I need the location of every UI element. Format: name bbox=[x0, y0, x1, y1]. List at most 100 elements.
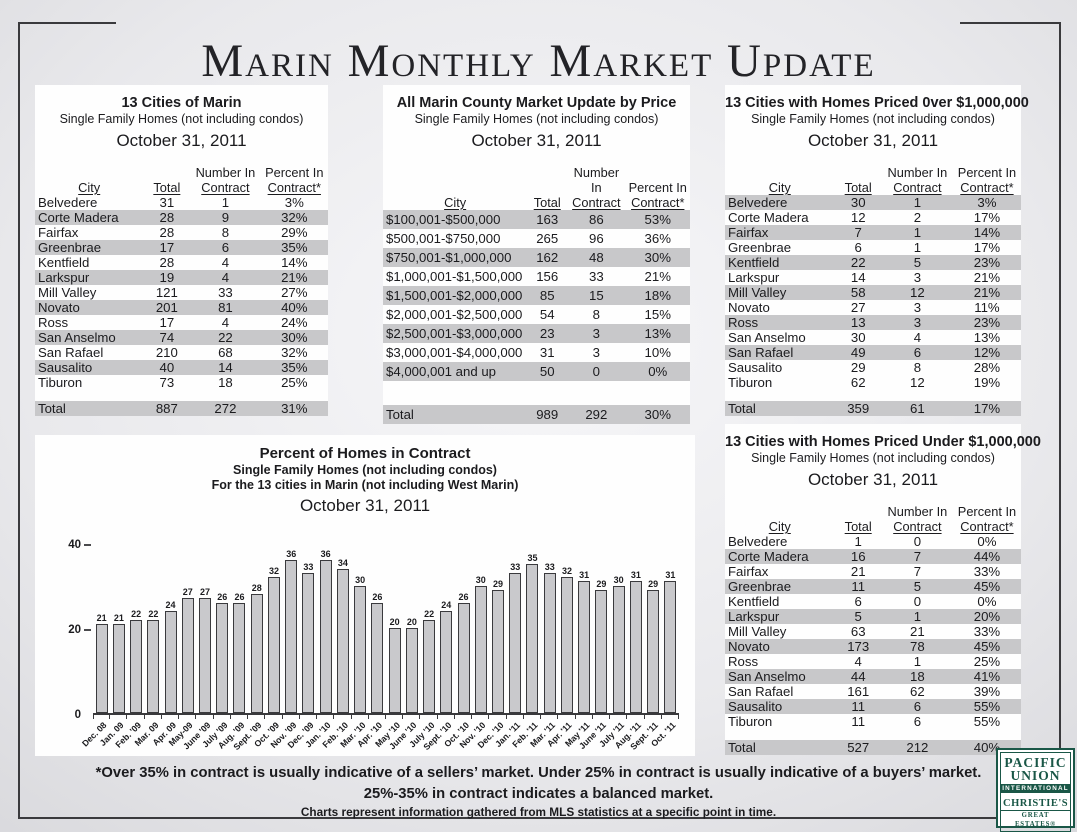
cell-total: 4 bbox=[854, 654, 862, 669]
cell-in-contract: 8 bbox=[221, 225, 230, 240]
table-row: Greenbrae 17 6 35% bbox=[35, 240, 328, 255]
cell-city: Larkspur bbox=[38, 270, 90, 285]
bar-value-label: 21 bbox=[113, 612, 124, 623]
cell-in-contract: 6 bbox=[221, 240, 230, 255]
total-row: Total 887 272 31% bbox=[35, 401, 328, 416]
bar bbox=[95, 623, 108, 713]
cell-percent: 21% bbox=[973, 270, 1001, 285]
cell-in-contract: 1 bbox=[913, 225, 922, 240]
cell-city: Novato bbox=[38, 300, 80, 315]
cell-in-contract: 8 bbox=[913, 360, 922, 375]
total-row: Total 989 292 30% bbox=[383, 405, 690, 424]
table-row: Sausalito 11 6 55% bbox=[725, 699, 1021, 714]
table-date: October 31, 2011 bbox=[116, 131, 247, 150]
cell-city: Greenbrae bbox=[728, 240, 792, 255]
col-header-city: City bbox=[768, 519, 791, 534]
bar bbox=[388, 628, 401, 713]
cell-in-contract: 81 bbox=[218, 300, 233, 315]
table-row: Fairfax 28 8 29% bbox=[35, 225, 328, 240]
cell-percent: 12% bbox=[973, 345, 1001, 360]
table-panel-by-price: All Marin County Market Update by Price … bbox=[383, 85, 690, 424]
bar-group: 27 June '09 bbox=[181, 545, 214, 751]
cell-percent: 28% bbox=[973, 360, 1001, 375]
table-date: October 31, 2011 bbox=[807, 131, 939, 150]
table-row: Belvedere 31 1 3% bbox=[35, 195, 328, 210]
cell-city: Novato bbox=[728, 300, 770, 315]
col-header-total: Total bbox=[153, 180, 181, 195]
bar bbox=[336, 568, 349, 713]
col-header-number-in: Number In bbox=[195, 165, 256, 180]
chart-title: Percent of Homes in Contract bbox=[259, 445, 471, 462]
cell-percent: 17% bbox=[973, 240, 1001, 255]
cell-percent: 53% bbox=[644, 212, 671, 227]
cell-city: Tiburon bbox=[728, 375, 773, 390]
spacer-row bbox=[725, 729, 1021, 740]
bar bbox=[492, 589, 504, 713]
cell-total: 29 bbox=[850, 360, 866, 375]
logo-line-great-estates: GREAT ESTATES® bbox=[1014, 812, 1057, 828]
table-row: Belvedere 1 0 0% bbox=[725, 534, 1021, 549]
cell-percent: 45% bbox=[973, 579, 1001, 594]
table-row: Fairfax 21 7 33% bbox=[725, 564, 1021, 579]
cell-city: San Rafael bbox=[728, 345, 794, 360]
header-row-2: City Total Contract Contract* bbox=[725, 180, 1021, 195]
table-row: Kentfield 28 4 14% bbox=[35, 255, 328, 270]
cell-total: 173 bbox=[847, 639, 870, 654]
table-row: San Rafael 210 68 32% bbox=[35, 345, 328, 360]
cell-in-contract: 33 bbox=[589, 269, 604, 284]
cell-city: Ross bbox=[38, 315, 69, 330]
bar bbox=[285, 560, 298, 713]
cell-in-contract: 0 bbox=[913, 534, 922, 549]
cell-city: Kentfield bbox=[728, 594, 780, 609]
bar-value-label: 24 bbox=[441, 600, 452, 610]
cell-in-contract: 4 bbox=[221, 315, 230, 330]
header-row-1: Number In Percent In bbox=[383, 165, 690, 195]
table-title: All Marin County Market Update by Price bbox=[396, 95, 677, 111]
cell-in-contract: 62 bbox=[910, 684, 925, 699]
bar-group: 30 Nov. '10 bbox=[458, 545, 490, 750]
logo-band-international: INTERNATIONAL bbox=[1001, 784, 1070, 793]
cell-in-contract: 1 bbox=[913, 609, 922, 624]
cell-percent: 14% bbox=[973, 225, 1001, 240]
table-title: 13 Cities with Homes Priced 0ver $1,000,… bbox=[725, 95, 1029, 111]
cell-in-contract: 12 bbox=[910, 375, 925, 390]
cell-percent: 11% bbox=[974, 300, 1000, 315]
cell-total: 11 bbox=[851, 714, 866, 729]
bar-group: 20 June '10 bbox=[388, 545, 421, 751]
table-row: Greenbrae 6 1 17% bbox=[725, 240, 1021, 255]
cell-percent: 20% bbox=[973, 609, 1001, 624]
cell-city: Fairfax bbox=[38, 225, 79, 240]
cell-city: $4,000,001 and up bbox=[386, 364, 497, 379]
table-row: San Anselmo 30 4 13% bbox=[725, 330, 1021, 345]
table-row: Larkspur 19 4 21% bbox=[35, 270, 328, 285]
cell-in-contract: 6 bbox=[913, 714, 922, 729]
bar bbox=[233, 602, 246, 713]
cell-in-contract: 8 bbox=[592, 307, 601, 322]
cell-in-contract: 22 bbox=[218, 330, 233, 345]
bar-value-label: 31 bbox=[579, 570, 590, 581]
bar bbox=[509, 572, 522, 713]
data-table: Number In Percent In City Total Contract… bbox=[725, 504, 1021, 755]
bar-value-label: 26 bbox=[372, 591, 383, 602]
cell-percent: 17% bbox=[973, 401, 1001, 416]
cell-in-contract: 18 bbox=[910, 669, 925, 684]
bar bbox=[405, 628, 418, 713]
table-row: Mill Valley 121 33 27% bbox=[35, 285, 328, 300]
table-row: $500,001-$750,000 265 96 36% bbox=[383, 229, 690, 248]
cell-in-contract: 33 bbox=[218, 285, 233, 300]
spacer-row bbox=[383, 381, 690, 405]
col-header-number-in: Number In bbox=[573, 165, 620, 195]
cell-city: Mill Valley bbox=[38, 285, 97, 300]
cell-percent: 24% bbox=[281, 315, 308, 330]
cell-percent: 21% bbox=[973, 285, 1001, 300]
cell-total: 265 bbox=[536, 231, 559, 246]
cell-total: 201 bbox=[155, 300, 178, 315]
cell-percent: 30% bbox=[644, 250, 671, 265]
cell-total: 50 bbox=[539, 364, 555, 379]
bar-group: 30 July '11 bbox=[597, 545, 628, 749]
cell-in-contract: 1 bbox=[913, 654, 922, 669]
cell-total: 6 bbox=[854, 240, 862, 255]
cell-total: 30 bbox=[850, 195, 866, 210]
cell-percent: 41% bbox=[973, 669, 1001, 684]
cell-percent: 25% bbox=[281, 375, 308, 390]
